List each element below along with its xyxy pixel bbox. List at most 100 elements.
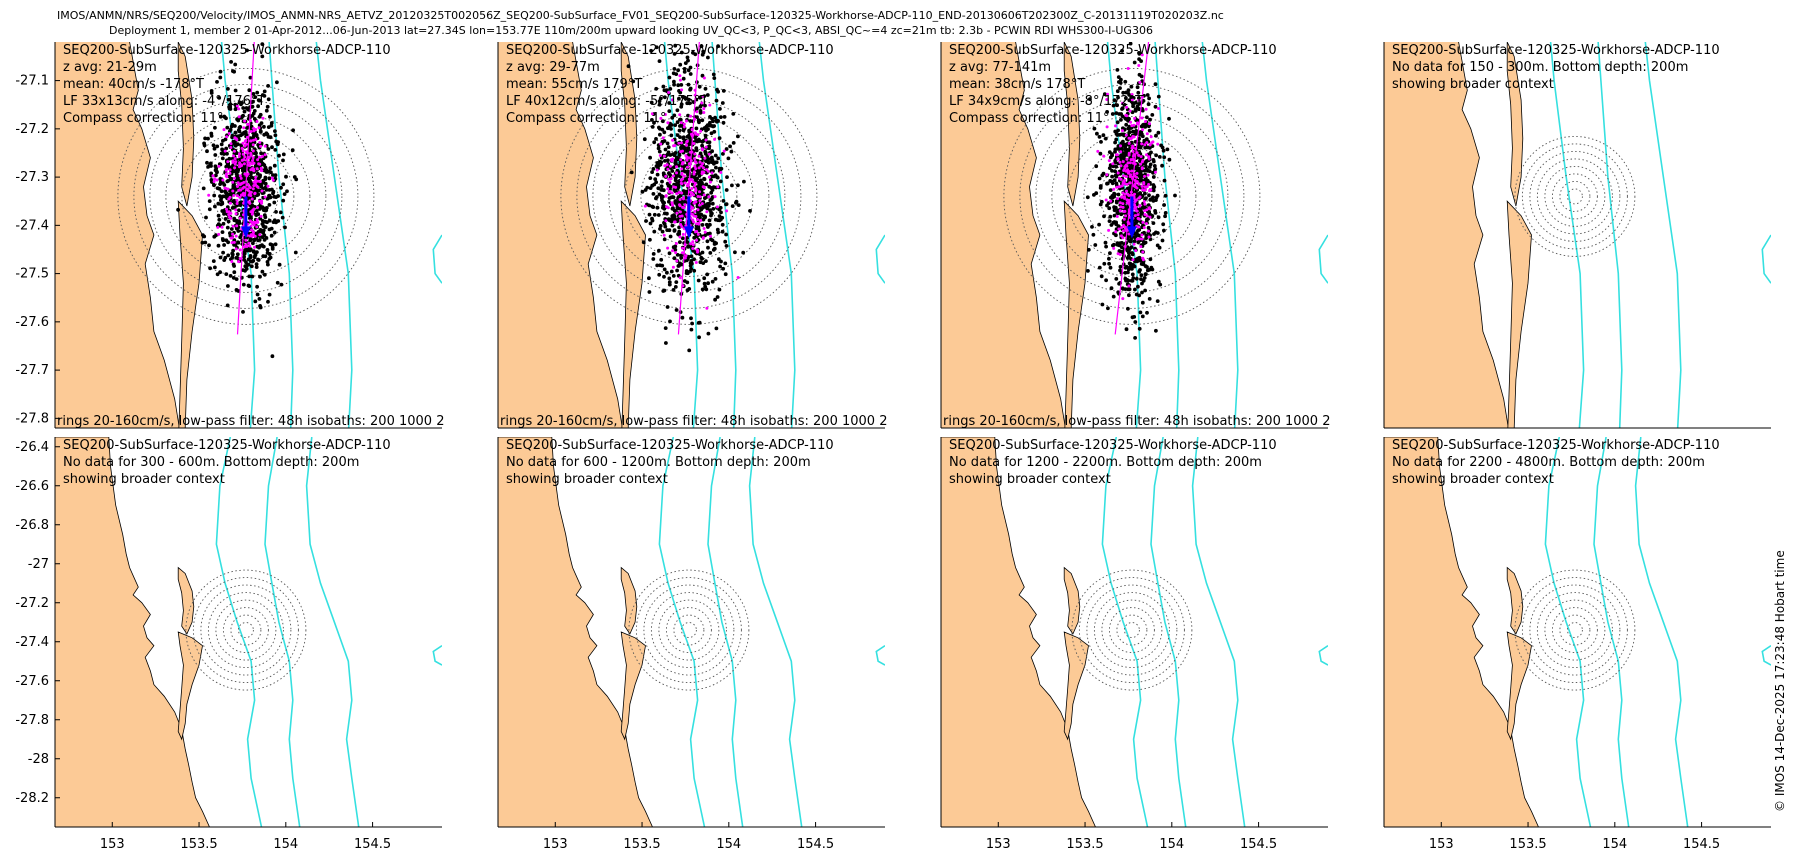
velocity-point	[277, 153, 281, 158]
lowpass-point	[1140, 184, 1144, 188]
lowpass-point	[1127, 200, 1130, 203]
lowpass-point	[228, 168, 232, 172]
lowpass-point	[238, 183, 242, 187]
velocity-point	[262, 89, 267, 94]
velocity-point	[1119, 198, 1124, 203]
velocity-point	[220, 200, 225, 205]
velocity-point	[700, 52, 705, 57]
velocity-point	[669, 126, 673, 131]
lowpass-point	[1141, 250, 1145, 254]
lowpass-point	[658, 154, 662, 157]
panel-text-line-5: Compass correction: 11°	[949, 111, 1109, 126]
lowpass-point	[212, 180, 216, 183]
velocity-point	[1114, 222, 1119, 227]
velocity-point	[1113, 169, 1118, 174]
lowpass-point	[702, 76, 706, 80]
velocity-point	[271, 189, 276, 194]
lowpass-point	[1138, 80, 1142, 84]
velocity-point	[260, 222, 265, 226]
velocity-point	[1105, 203, 1109, 208]
lowpass-point	[1104, 198, 1108, 202]
velocity-point	[247, 88, 252, 93]
velocity-point	[1135, 256, 1140, 261]
velocity-point	[657, 192, 662, 197]
lowpass-point	[259, 214, 263, 218]
lowpass-point	[1130, 93, 1134, 96]
speed-ring-1	[1566, 188, 1583, 205]
velocity-point	[1108, 188, 1113, 193]
velocity-point	[240, 114, 245, 119]
lowpass-point	[700, 202, 704, 206]
lowpass-point	[221, 178, 225, 182]
lowpass-point	[695, 248, 699, 252]
velocity-point	[259, 121, 264, 125]
velocity-point	[262, 238, 267, 242]
y-tick-label: -28.2	[15, 791, 49, 806]
velocity-point	[1093, 243, 1098, 247]
velocity-point	[696, 215, 701, 219]
lowpass-point	[242, 162, 246, 166]
velocity-point	[1124, 96, 1128, 101]
lowpass-point	[1133, 214, 1137, 218]
lowpass-point	[1142, 226, 1146, 230]
velocity-point	[1152, 232, 1156, 236]
velocity-point	[224, 146, 229, 151]
lowpass-point	[250, 220, 254, 224]
lowpass-point	[234, 234, 238, 238]
lowpass-point	[662, 154, 666, 158]
lowpass-point	[1151, 140, 1155, 144]
velocity-point	[704, 182, 709, 187]
velocity-point	[1113, 140, 1117, 145]
velocity-point	[1156, 94, 1161, 99]
velocity-point	[1138, 207, 1143, 211]
velocity-point	[710, 211, 714, 216]
velocity-point	[275, 280, 280, 285]
velocity-point	[1098, 151, 1103, 156]
velocity-point	[1135, 10, 1139, 14]
velocity-point	[662, 274, 666, 279]
velocity-point	[219, 142, 224, 147]
velocity-point	[711, 72, 716, 77]
velocity-point	[681, 220, 685, 225]
lowpass-point	[228, 215, 231, 219]
velocity-point	[654, 195, 659, 199]
x-tick-label: 153.5	[1066, 837, 1103, 850]
lowpass-point	[1131, 157, 1135, 161]
velocity-point	[721, 266, 725, 271]
velocity-point	[1162, 203, 1166, 207]
velocity-point	[706, 245, 710, 250]
velocity-point	[233, 130, 238, 135]
lowpass-point	[1141, 158, 1145, 162]
velocity-point	[1107, 261, 1111, 266]
velocity-point	[1124, 150, 1128, 155]
panel-text-line-1: SEQ200-SubSurface-120325-Workhorse-ADCP-…	[949, 43, 1277, 58]
panel-text-line-2: No data for 2200 - 4800m. Bottom depth: …	[1392, 455, 1705, 470]
velocity-point	[276, 194, 280, 198]
velocity-point	[686, 82, 691, 87]
velocity-point	[692, 268, 697, 273]
velocity-point	[208, 163, 213, 167]
velocity-point	[261, 162, 266, 167]
velocity-point	[729, 149, 734, 154]
lowpass-point	[678, 113, 682, 117]
velocity-point	[1130, 272, 1135, 277]
velocity-point	[277, 262, 282, 267]
lowpass-point	[700, 172, 704, 176]
velocity-point	[663, 147, 668, 152]
velocity-point	[1097, 222, 1101, 227]
velocity-point	[1156, 130, 1161, 135]
lowpass-point	[690, 187, 694, 190]
velocity-point	[650, 125, 655, 129]
lowpass-point	[260, 189, 264, 193]
velocity-point	[281, 198, 286, 203]
velocity-point	[650, 183, 655, 188]
velocity-point	[713, 115, 717, 120]
velocity-point	[229, 191, 234, 196]
velocity-point	[278, 210, 283, 215]
velocity-point	[724, 202, 729, 207]
velocity-point	[697, 320, 702, 325]
velocity-point	[1151, 188, 1156, 193]
velocity-point	[1137, 326, 1142, 331]
lowpass-point	[693, 131, 697, 135]
lowpass-point	[246, 183, 250, 187]
